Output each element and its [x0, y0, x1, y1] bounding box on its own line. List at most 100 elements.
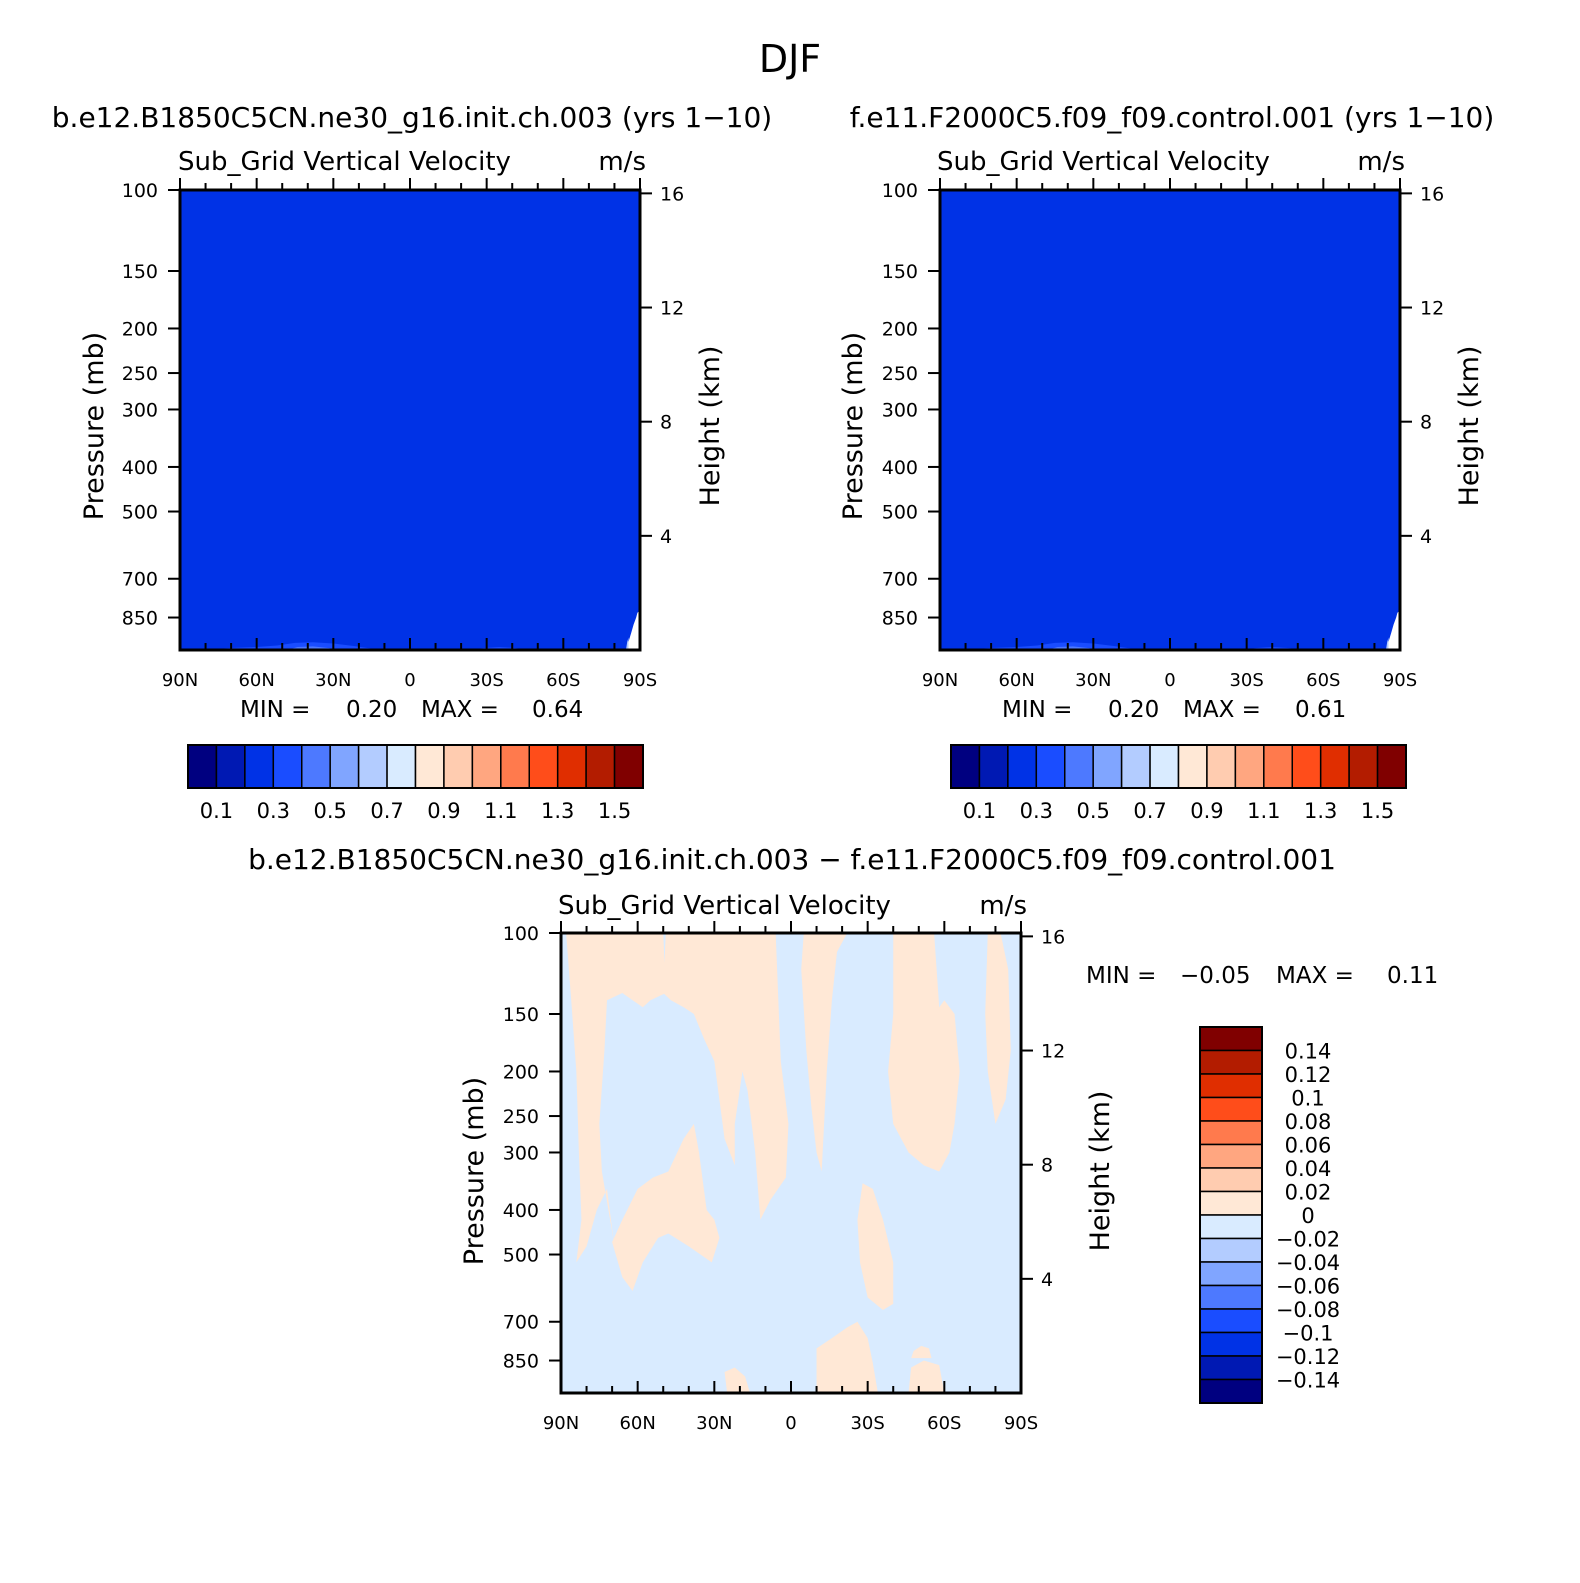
panel-diff-colorbar-box	[1199, 1190, 1263, 1216]
panel-1-colorbar-label: 0.7	[370, 799, 403, 823]
panel-2-ytick-label: 850	[882, 608, 918, 630]
panel-diff-colorbar-label: 0.06	[1285, 1134, 1332, 1158]
panel-1-min-value: 0.20	[346, 697, 397, 723]
panel-diff-y2tick-label: 16	[1041, 926, 1065, 948]
panel-diff-colorbar-label: 0.04	[1285, 1157, 1332, 1181]
panel-2-xtick-label: 30S	[1229, 670, 1263, 691]
panel-diff-colorbar-label: −0.1	[1283, 1322, 1334, 1346]
panel-diff-positive-mid-nh	[612, 1123, 720, 1291]
panel-1-max-value: 0.64	[532, 697, 583, 723]
panel-diff-colorbar-box	[1199, 1049, 1263, 1075]
panel-2-nh-surface-patch	[965, 642, 1145, 650]
panel-1-colorbar-label: 0.5	[313, 799, 346, 823]
panel-2-colorbar-box	[1007, 744, 1038, 789]
panel-2-colorbar-label: 1.5	[1361, 799, 1394, 823]
panel-diff-xtick-label: 90N	[543, 1413, 579, 1434]
panel-1-colorbar-label: 1.3	[541, 799, 574, 823]
panel-diff-positive-surface-sh2	[908, 1360, 945, 1393]
panel-diff-units: m/s	[979, 891, 1027, 921]
panel-2-ytick-label: 250	[882, 363, 918, 385]
panel-2-antarctic-low	[1387, 610, 1400, 650]
panel-2-ytick-label: 150	[882, 261, 918, 283]
panel-2-ytick-label: 500	[882, 502, 918, 524]
panel-1-variable: Sub_Grid Vertical Velocity	[178, 147, 511, 177]
panel-2-max-label: MAX =	[1183, 697, 1261, 723]
panel-1-xtick-label: 30S	[469, 670, 503, 691]
panel-diff-xtick-label: 30N	[696, 1413, 732, 1434]
panel-2-colorbar-box	[1206, 744, 1237, 789]
panel-2-xtick-label: 30N	[1075, 670, 1111, 691]
panel-2-colorbar: 0.1 0.3 0.5 0.7 0.9 1.1 1.3 1.5	[950, 744, 1407, 823]
panel-2-y2tick-label: 4	[1420, 526, 1432, 548]
panel-diff-colorbar-box	[1199, 1355, 1263, 1381]
panel-diff-colorbar-box	[1199, 1308, 1263, 1334]
panel-2-variable: Sub_Grid Vertical Velocity	[937, 147, 1270, 177]
panel-1-case-title: b.e12.B1850C5CN.ne30_g16.init.ch.003 (yr…	[52, 101, 772, 134]
panel-diff-colorbar-box	[1199, 1026, 1263, 1052]
panel-diff-colorbar-label: 0.12	[1285, 1063, 1332, 1087]
panel-2-colorbar-box	[978, 744, 1009, 789]
panel-1-colorbar-box	[500, 744, 530, 789]
panel-2-colorbar-label: 0.5	[1076, 799, 1109, 823]
panel-2-max-value: 0.61	[1295, 697, 1346, 723]
panel-1-xtick-label: 90S	[623, 670, 657, 691]
panel-1-colorbar-label: 0.1	[200, 799, 233, 823]
panel-1-colorbar: 0.1 0.3 0.5 0.7 0.9 1.1 1.3 1.5	[187, 744, 644, 823]
panel-diff-colorbar-box	[1199, 1167, 1263, 1193]
panel-1-min-label: MIN =	[240, 697, 310, 723]
panel-diff-colorbar-box	[1199, 1237, 1263, 1263]
panel-2-antarctic-edge	[1385, 637, 1389, 650]
panel-1-antarctic-low	[627, 610, 640, 650]
panel-diff-colorbar-box	[1199, 1284, 1263, 1310]
panel-2-ytick-label: 200	[882, 318, 918, 340]
panel-1-ytick-label: 200	[122, 318, 158, 340]
panel-2-colorbar-box	[950, 744, 981, 789]
panel-diff-colorbar-label: 0.1	[1291, 1087, 1324, 1111]
panel-1-xtick-label: 60S	[546, 670, 580, 691]
panel-diff-positive-upper-sh	[801, 933, 848, 1172]
panel-2-ytick-label: 100	[882, 180, 918, 202]
panel-1-y2tick-label: 16	[660, 183, 684, 205]
panel-2-ylabel: Pressure (mb)	[838, 332, 869, 520]
panel-2-colorbar-label: 0.7	[1133, 799, 1166, 823]
panel-diff-colorbar: 0.140.120.10.080.060.040.020−0.02−0.04−0…	[1199, 1026, 1340, 1404]
panel-1-colorbar-box	[471, 744, 502, 789]
panel-diff-ytick-label: 500	[503, 1245, 539, 1267]
panel-diff-colorbar-label: −0.04	[1276, 1251, 1340, 1275]
panel-1-max-label: MAX =	[421, 697, 499, 723]
panel-diff-colorbar-label: −0.08	[1276, 1298, 1340, 1322]
panel-2-colorbar-box	[1234, 744, 1265, 789]
panel-2-y2tick-label: 8	[1420, 412, 1432, 434]
panel-1-ytick-label: 700	[122, 569, 158, 591]
panel-2-min-value: 0.20	[1108, 697, 1159, 723]
panel-1-colorbar-box	[244, 744, 275, 789]
panel-1: b.e12.B1850C5CN.ne30_g16.init.ch.003 (yr…	[52, 101, 772, 823]
panel-1-ylabel: Pressure (mb)	[79, 332, 110, 520]
panel-2-colorbar-box	[1149, 744, 1180, 789]
panel-diff-xtick-label: 90S	[1004, 1413, 1038, 1434]
panel-1-colorbar-box	[272, 744, 303, 789]
panel-diff-y2tick-label: 4	[1041, 1269, 1053, 1291]
panel-2-y2tick-label: 16	[1420, 183, 1444, 205]
panel-2-colorbar-label: 0.9	[1190, 799, 1223, 823]
panel-diff-ytick-label: 850	[503, 1351, 539, 1373]
panel-diff-colorbar-label: 0.08	[1285, 1110, 1332, 1134]
figure-title: DJF	[759, 37, 821, 81]
panel-1-xtick-label: 0	[404, 670, 415, 691]
panel-2-colorbar-box	[1291, 744, 1322, 789]
panel-1-colorbar-label: 0.3	[257, 799, 290, 823]
panel-2-y2tick-label: 12	[1420, 298, 1444, 320]
panel-diff-colorbar-box	[1199, 1096, 1263, 1122]
panel-2-colorbar-box	[1035, 744, 1066, 789]
panel-2-xtick-label: 60N	[998, 670, 1034, 691]
panel-2-colorbar-frame	[950, 744, 1407, 789]
panel-1-plot: 90N 60N 30N 0 30S 60S 90S 100 150 200 250 300 400 500…	[122, 178, 684, 691]
panel-2-colorbar-box	[1319, 744, 1350, 789]
panel-1-colorbar-box	[443, 744, 474, 789]
panel-2-colorbar-label: 1.1	[1247, 799, 1280, 823]
panel-diff-ytick-label: 100	[503, 923, 539, 945]
panel-2-colorbar-box	[1177, 744, 1208, 789]
panel-diff-max-label: MAX =	[1276, 963, 1354, 989]
panel-1-colorbar-box	[357, 744, 388, 789]
panel-1-colorbar-label: 1.5	[598, 799, 631, 823]
